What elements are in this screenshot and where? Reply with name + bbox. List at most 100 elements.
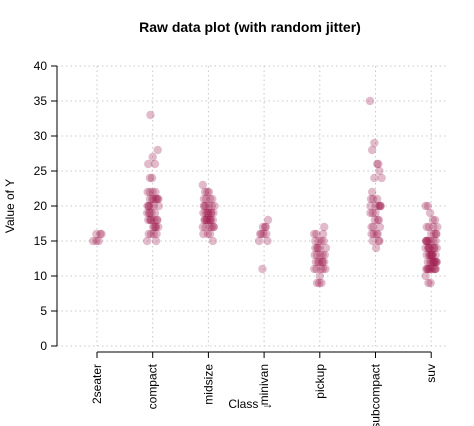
data-point xyxy=(257,229,266,239)
data-point xyxy=(316,264,326,274)
data-point xyxy=(429,257,438,267)
y-tick-label: 0 xyxy=(40,339,47,353)
data-point xyxy=(367,145,377,155)
data-point xyxy=(152,194,161,204)
data-point xyxy=(202,215,211,225)
data-point xyxy=(146,201,156,211)
data-point xyxy=(148,152,157,162)
data-point xyxy=(314,236,323,246)
data-point xyxy=(430,264,440,274)
data-point xyxy=(432,257,441,267)
data-point xyxy=(254,236,264,246)
data-point xyxy=(154,194,163,204)
data-point xyxy=(424,236,433,246)
data-point xyxy=(317,257,327,267)
y-tick-label: 5 xyxy=(40,304,47,318)
data-point xyxy=(206,215,215,225)
data-point xyxy=(209,208,218,218)
data-point xyxy=(426,250,435,260)
data-point xyxy=(203,229,213,239)
data-point xyxy=(200,215,210,225)
data-point xyxy=(144,159,153,169)
data-point xyxy=(320,250,330,260)
data-point xyxy=(424,250,434,260)
data-point xyxy=(370,173,379,183)
data-point xyxy=(259,229,268,239)
data-point xyxy=(366,201,375,211)
data-point xyxy=(371,201,380,211)
data-point xyxy=(430,243,439,253)
data-point xyxy=(315,243,324,253)
data-point xyxy=(423,236,432,246)
data-point xyxy=(313,243,322,253)
data-point xyxy=(205,215,214,225)
data-point xyxy=(432,229,441,239)
data-point xyxy=(368,236,377,246)
data-point xyxy=(258,222,268,232)
data-point xyxy=(368,208,377,218)
x-tick-label: 2seater xyxy=(90,364,104,404)
data-point xyxy=(146,215,155,225)
x-tick-label: pickup xyxy=(313,364,327,399)
data-point xyxy=(201,194,211,204)
data-point xyxy=(312,264,321,274)
data-point xyxy=(375,166,384,176)
data-point xyxy=(148,187,157,197)
y-tick-label: 35 xyxy=(34,94,48,108)
data-point xyxy=(375,236,384,246)
data-point xyxy=(208,194,217,204)
data-point xyxy=(258,264,267,274)
data-point xyxy=(377,173,386,183)
data-point xyxy=(432,229,441,239)
data-point xyxy=(321,264,330,274)
data-point xyxy=(200,215,209,225)
data-point xyxy=(150,208,160,218)
data-point xyxy=(144,229,154,239)
data-point xyxy=(146,229,156,239)
data-point xyxy=(143,187,152,197)
data-point xyxy=(206,215,215,225)
data-point xyxy=(147,173,157,183)
data-point xyxy=(256,229,265,239)
data-point xyxy=(208,215,218,225)
data-point xyxy=(425,264,434,274)
data-point xyxy=(147,208,156,218)
x-tick-label: subcompact xyxy=(369,363,383,426)
data-point xyxy=(431,236,440,246)
data-point xyxy=(199,201,209,211)
data-point xyxy=(203,208,212,218)
data-point xyxy=(310,229,319,239)
data-point xyxy=(315,257,324,267)
data-point xyxy=(320,222,329,232)
data-point xyxy=(199,194,209,204)
data-point xyxy=(154,222,163,232)
data-point xyxy=(205,194,215,204)
data-point xyxy=(310,250,319,260)
grid-layer xyxy=(57,65,447,347)
data-point xyxy=(424,243,433,253)
data-point xyxy=(371,243,381,253)
data-point xyxy=(199,208,208,218)
data-point xyxy=(369,194,378,204)
data-point xyxy=(374,201,383,211)
data-point xyxy=(152,215,162,225)
data-point xyxy=(151,222,161,232)
data-point xyxy=(423,264,433,274)
data-point xyxy=(372,159,382,169)
data-point xyxy=(150,222,159,232)
data-point xyxy=(318,250,327,260)
data-point xyxy=(369,229,379,239)
data-point xyxy=(208,236,218,246)
data-point xyxy=(144,215,153,225)
data-point xyxy=(425,257,435,267)
data-point xyxy=(315,278,324,288)
data-point xyxy=(145,208,154,218)
data-point xyxy=(144,201,154,211)
data-point xyxy=(421,236,431,246)
data-point xyxy=(210,201,219,211)
data-point xyxy=(376,201,385,211)
data-point xyxy=(207,201,216,211)
data-point xyxy=(367,222,376,232)
data-point xyxy=(310,264,319,274)
data-point xyxy=(209,222,219,232)
